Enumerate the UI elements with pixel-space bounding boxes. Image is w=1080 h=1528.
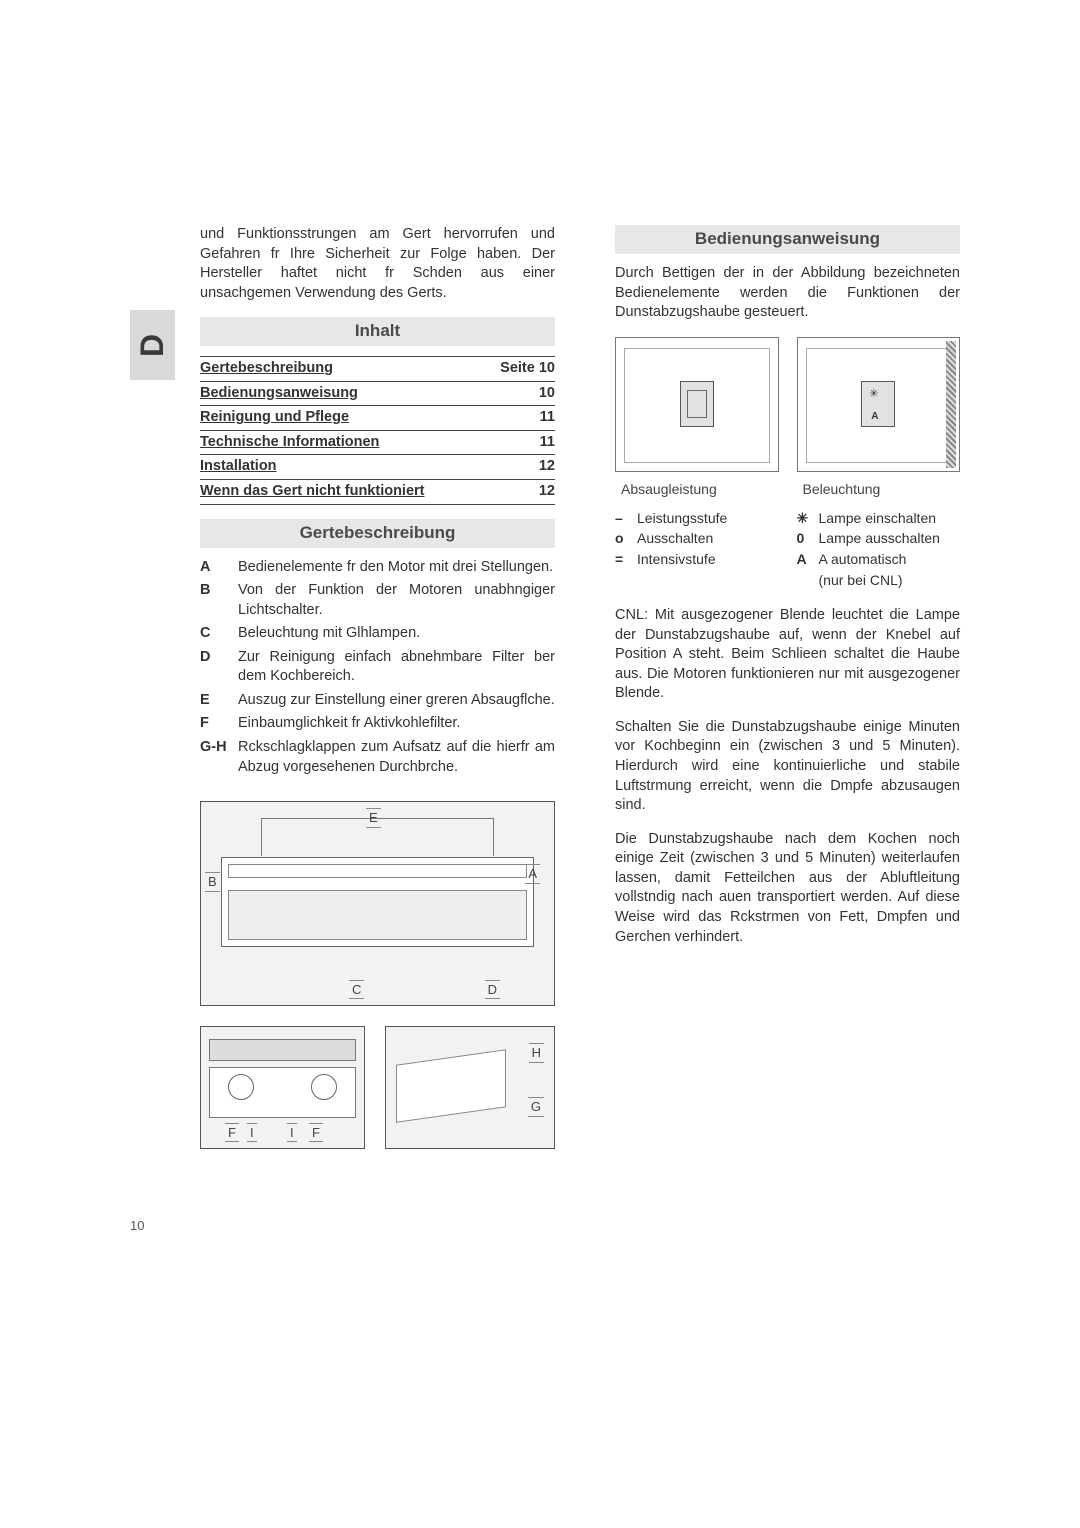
device-figure-2-row: F I I F H G xyxy=(200,1026,555,1149)
device-figure-2a: F I I F xyxy=(200,1026,365,1149)
page-content: und Funktionsstrungen am Gert hervorrufe… xyxy=(200,225,960,1149)
callout-A: A xyxy=(525,864,540,884)
panel-label-left: Absaugleistung xyxy=(615,480,779,499)
toc-row: Technische Informationen11 xyxy=(200,430,555,455)
callout-G: G xyxy=(528,1097,544,1117)
desc-row: CBeleuchtung mit Glhlampen. xyxy=(200,624,555,644)
desc-row: EAuszug zur Einstellung einer greren Abs… xyxy=(200,691,555,711)
switch-icon xyxy=(680,381,714,427)
panel-right: ✳ A xyxy=(797,337,961,472)
desc-heading: Gertebeschreibung xyxy=(200,519,555,548)
control-panels: ✳ A xyxy=(615,337,960,472)
desc-row: G-HRckschlagklappen zum Aufsatz auf die … xyxy=(200,738,555,777)
callout-C: C xyxy=(349,980,364,1000)
toc-row: Wenn das Gert nicht funktioniert12 xyxy=(200,480,555,505)
toc-heading: Inhalt xyxy=(200,317,555,346)
desc-row: ABedienelemente fr den Motor mit drei St… xyxy=(200,558,555,578)
page-number: 10 xyxy=(130,1218,144,1233)
right-column: Bedienungsanweisung Durch Bettigen der i… xyxy=(615,225,960,1149)
device-figure-1: E A B C D xyxy=(200,801,555,1006)
paragraph-cnl: CNL: Mit ausgezogener Blende leuchtet di… xyxy=(615,606,960,704)
paragraph-after: Die Dunstabzugshaube nach dem Kochen noc… xyxy=(615,830,960,947)
usage-heading: Bedienungsanweisung xyxy=(615,225,960,254)
paragraph-before: Schalten Sie die Dunstabzugshaube einige… xyxy=(615,718,960,816)
controls-right: ✳Lampe einschalten 0Lampe ausschalten AA… xyxy=(797,509,961,593)
description-list: ABedienelemente fr den Motor mit drei St… xyxy=(200,558,555,778)
callout-D: D xyxy=(485,980,500,1000)
callout-H: H xyxy=(529,1043,544,1063)
usage-intro: Durch Bettigen der in der Abbildung beze… xyxy=(615,264,960,323)
callout-F2: F xyxy=(309,1123,323,1143)
callout-B: B xyxy=(205,872,220,892)
controls-left: –Leistungsstufe oAusschalten =Intensivst… xyxy=(615,509,779,593)
device-figure-2b: H G xyxy=(385,1026,555,1149)
toc-row: Installation12 xyxy=(200,455,555,480)
language-tab-letter: D xyxy=(134,333,171,356)
toc-row: Reinigung und Pflege11 xyxy=(200,406,555,431)
hinge-icon xyxy=(946,341,956,468)
desc-row: FEinbaumglichkeit fr Aktivkohlefilter. xyxy=(200,714,555,734)
callout-I2: I xyxy=(287,1123,297,1143)
panel-labels: Absaugleistung Beleuchtung xyxy=(615,480,960,499)
switch-icon: ✳ A xyxy=(861,381,895,427)
callout-E: E xyxy=(366,808,381,828)
language-tab: D xyxy=(130,310,175,380)
toc-row: Bedienungsanweisung10 xyxy=(200,381,555,406)
panel-label-right: Beleuchtung xyxy=(797,480,961,499)
controls-legend: –Leistungsstufe oAusschalten =Intensivst… xyxy=(615,509,960,593)
desc-row: BVon der Funktion der Motoren unabhngige… xyxy=(200,581,555,620)
panel-left xyxy=(615,337,779,472)
callout-F: F xyxy=(225,1123,239,1143)
callout-I: I xyxy=(247,1123,257,1143)
desc-row: DZur Reinigung einfach abnehmbare Filter… xyxy=(200,648,555,687)
toc-row: GertebeschreibungSeite 10 xyxy=(200,357,555,382)
intro-text: und Funktionsstrungen am Gert hervorrufe… xyxy=(200,225,555,303)
left-column: und Funktionsstrungen am Gert hervorrufe… xyxy=(200,225,555,1149)
toc-table: GertebeschreibungSeite 10 Bedienungsanwe… xyxy=(200,356,555,504)
